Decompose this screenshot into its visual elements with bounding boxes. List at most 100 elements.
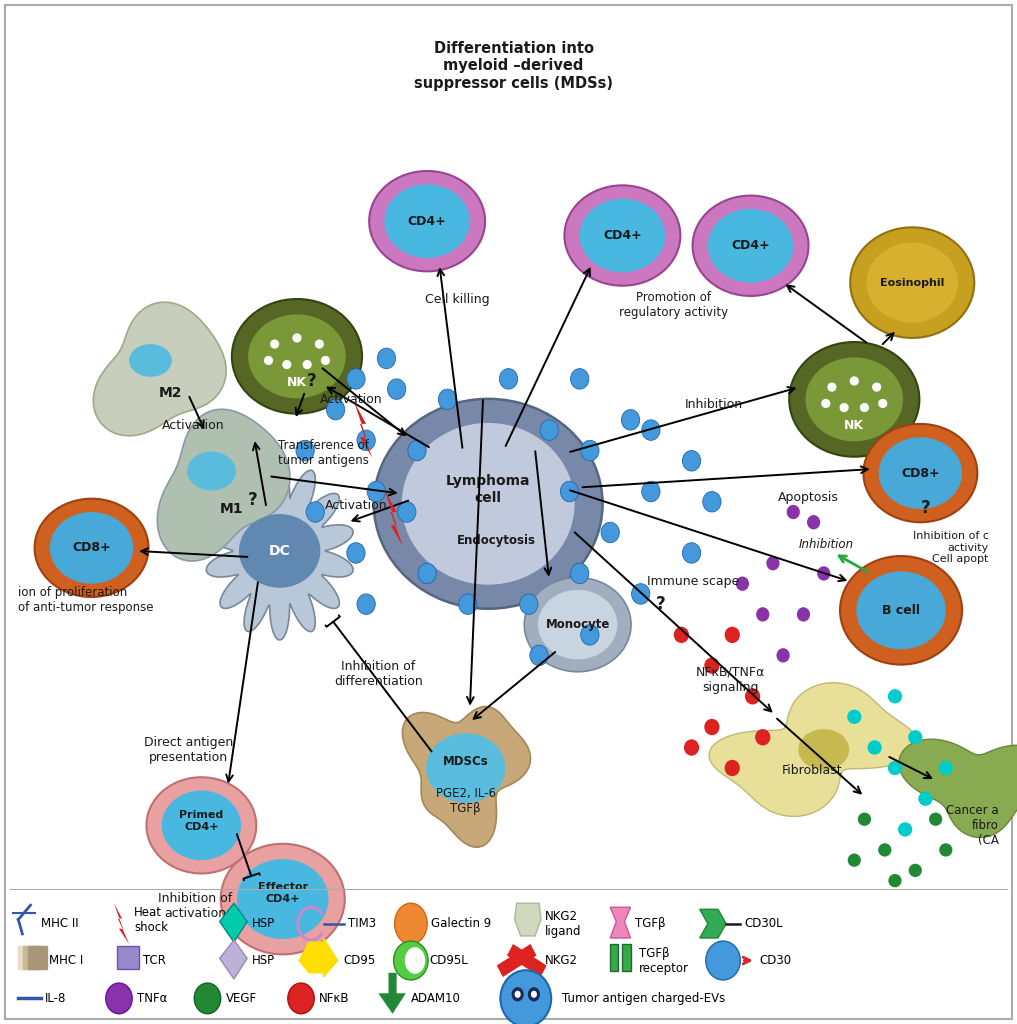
- Text: CD8+: CD8+: [72, 542, 111, 554]
- Text: HSP: HSP: [252, 918, 276, 930]
- Text: TGFβ
receptor: TGFβ receptor: [639, 946, 689, 975]
- Polygon shape: [700, 909, 726, 938]
- Ellipse shape: [564, 185, 680, 286]
- Ellipse shape: [524, 578, 631, 672]
- Ellipse shape: [872, 383, 881, 391]
- Ellipse shape: [248, 314, 346, 398]
- FancyBboxPatch shape: [5, 5, 1012, 1019]
- Text: ?: ?: [247, 490, 257, 509]
- Ellipse shape: [326, 399, 345, 420]
- Polygon shape: [403, 707, 531, 847]
- Ellipse shape: [581, 440, 599, 461]
- Ellipse shape: [520, 594, 538, 614]
- Ellipse shape: [499, 369, 518, 389]
- Text: Immune scape: Immune scape: [648, 575, 739, 588]
- Text: CD95L: CD95L: [429, 954, 468, 967]
- Ellipse shape: [146, 777, 256, 873]
- Ellipse shape: [683, 739, 700, 756]
- Text: Effector
CD4+: Effector CD4+: [257, 882, 308, 904]
- Ellipse shape: [632, 584, 650, 604]
- Text: Inhibition of
differentiation: Inhibition of differentiation: [334, 659, 423, 688]
- Polygon shape: [299, 942, 323, 973]
- Ellipse shape: [807, 515, 821, 529]
- Ellipse shape: [918, 792, 933, 806]
- Ellipse shape: [357, 430, 375, 451]
- Ellipse shape: [296, 440, 314, 461]
- Ellipse shape: [239, 514, 320, 588]
- Ellipse shape: [232, 299, 362, 414]
- Text: Inhibition of
activation: Inhibition of activation: [158, 892, 233, 921]
- Ellipse shape: [398, 502, 416, 522]
- Polygon shape: [94, 302, 226, 436]
- Polygon shape: [496, 944, 537, 977]
- Ellipse shape: [797, 607, 810, 622]
- Ellipse shape: [858, 813, 871, 825]
- Polygon shape: [220, 940, 247, 979]
- Text: Cell killing: Cell killing: [425, 293, 490, 305]
- Text: NK: NK: [844, 420, 864, 432]
- Ellipse shape: [724, 760, 740, 776]
- Polygon shape: [610, 944, 618, 971]
- Text: Activation: Activation: [162, 420, 225, 432]
- Text: Galectin 9: Galectin 9: [431, 918, 491, 930]
- Ellipse shape: [908, 730, 922, 744]
- Text: ?: ?: [656, 595, 666, 613]
- Ellipse shape: [293, 334, 301, 342]
- Ellipse shape: [162, 791, 241, 860]
- Ellipse shape: [408, 440, 426, 461]
- Ellipse shape: [777, 648, 789, 663]
- Ellipse shape: [863, 424, 977, 522]
- Text: Endocytosis: Endocytosis: [457, 535, 536, 547]
- Ellipse shape: [755, 729, 771, 745]
- Ellipse shape: [704, 657, 719, 674]
- Text: CD8+: CD8+: [901, 467, 940, 479]
- Text: CD30L: CD30L: [744, 918, 783, 930]
- Text: Activation: Activation: [324, 500, 387, 512]
- Text: IL-8: IL-8: [45, 992, 66, 1005]
- Ellipse shape: [878, 399, 887, 408]
- Ellipse shape: [601, 522, 619, 543]
- Ellipse shape: [879, 437, 962, 509]
- Ellipse shape: [35, 499, 148, 597]
- Ellipse shape: [856, 571, 946, 649]
- Ellipse shape: [756, 607, 769, 622]
- Ellipse shape: [303, 360, 311, 370]
- Text: Promotion of
regulatory activity: Promotion of regulatory activity: [618, 291, 728, 319]
- Polygon shape: [18, 946, 37, 969]
- Ellipse shape: [787, 505, 800, 519]
- Text: Direct antigen
presentation: Direct antigen presentation: [143, 735, 233, 764]
- Ellipse shape: [387, 379, 406, 399]
- Text: Eosinophil: Eosinophil: [880, 278, 945, 288]
- Text: HSP: HSP: [252, 954, 276, 967]
- Text: TCR: TCR: [143, 954, 166, 967]
- Ellipse shape: [530, 645, 548, 666]
- Ellipse shape: [682, 451, 701, 471]
- Text: NKG2
ligand: NKG2 ligand: [545, 909, 582, 938]
- Polygon shape: [206, 462, 353, 640]
- Ellipse shape: [866, 243, 958, 323]
- Text: Fibroblast: Fibroblast: [781, 764, 842, 776]
- Text: DC: DC: [268, 544, 291, 558]
- Text: ion of proliferation
of anti-tumor response: ion of proliferation of anti-tumor respo…: [18, 586, 154, 614]
- Ellipse shape: [459, 594, 477, 614]
- Polygon shape: [117, 946, 139, 969]
- Ellipse shape: [384, 184, 470, 258]
- Ellipse shape: [194, 983, 221, 1014]
- Ellipse shape: [805, 357, 903, 441]
- Ellipse shape: [888, 761, 902, 775]
- Ellipse shape: [531, 991, 537, 997]
- Ellipse shape: [693, 196, 809, 296]
- Text: Differentiation into
myeloid –derived
suppressor cells (MDSs): Differentiation into myeloid –derived su…: [414, 41, 613, 91]
- Ellipse shape: [827, 383, 836, 391]
- Ellipse shape: [847, 710, 861, 724]
- Text: ?: ?: [920, 499, 931, 517]
- Ellipse shape: [849, 377, 858, 386]
- Text: NFκB/TNFα
signaling: NFκB/TNFα signaling: [696, 666, 765, 694]
- Ellipse shape: [394, 941, 428, 980]
- Text: MHC I: MHC I: [49, 954, 83, 967]
- Ellipse shape: [571, 563, 589, 584]
- Ellipse shape: [744, 688, 761, 705]
- Text: M2: M2: [159, 386, 183, 400]
- Ellipse shape: [402, 423, 575, 585]
- Ellipse shape: [512, 987, 524, 1001]
